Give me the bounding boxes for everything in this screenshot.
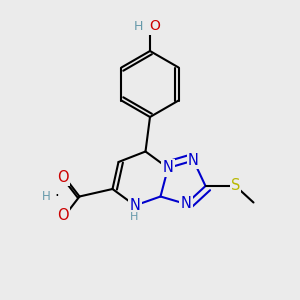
- Text: H: H: [130, 212, 139, 222]
- Text: N: N: [188, 153, 199, 168]
- Text: N: N: [181, 196, 191, 211]
- Text: N: N: [163, 160, 173, 175]
- Text: O: O: [57, 169, 69, 184]
- Text: O: O: [149, 20, 160, 33]
- Text: N: N: [130, 198, 140, 213]
- Text: ·: ·: [54, 189, 59, 204]
- Text: S: S: [231, 178, 240, 194]
- Text: H: H: [134, 20, 143, 33]
- Text: O: O: [57, 208, 69, 224]
- Text: H: H: [42, 190, 51, 203]
